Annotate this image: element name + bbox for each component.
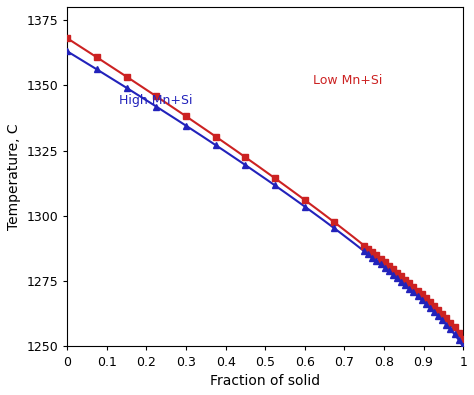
Text: Low Mn+Si: Low Mn+Si (313, 73, 382, 87)
Text: High Mn+Si: High Mn+Si (119, 94, 192, 107)
Y-axis label: Temperature, C: Temperature, C (7, 123, 21, 230)
X-axis label: Fraction of solid: Fraction of solid (210, 374, 320, 388)
